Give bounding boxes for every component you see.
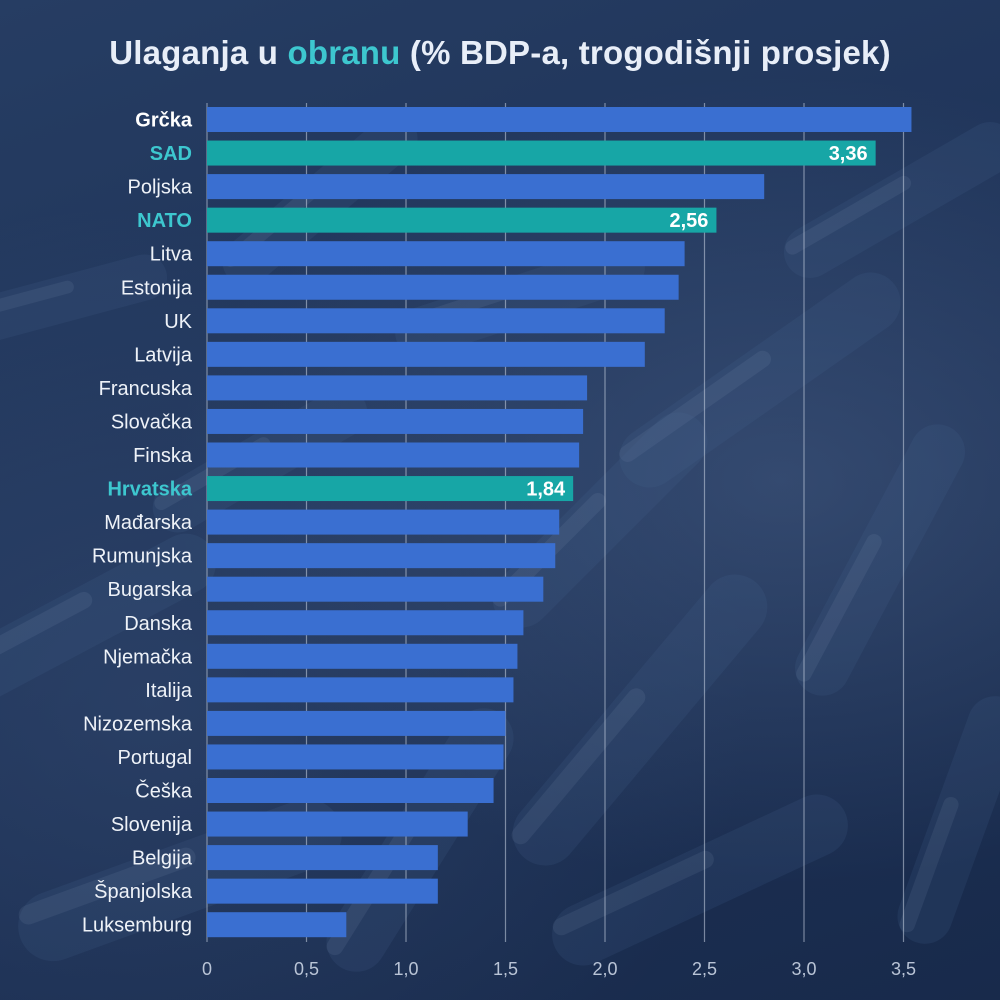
bar (207, 107, 912, 132)
bar (207, 710, 506, 736)
category-label: Francuska (99, 378, 193, 400)
x-tick-label: 1,0 (393, 959, 418, 979)
bar (207, 811, 468, 837)
bar (207, 643, 518, 669)
category-label: SAD (150, 143, 192, 165)
bar (207, 576, 544, 602)
bar (207, 308, 665, 334)
casing-shape (0, 254, 168, 346)
category-label: Danska (124, 613, 193, 635)
x-tick-label: 1,5 (493, 959, 518, 979)
category-label: Slovačka (111, 411, 193, 433)
category-label: Litva (150, 244, 193, 266)
casing-shape (897, 696, 1000, 944)
category-label: UK (164, 311, 192, 333)
x-tick-label: 0 (202, 959, 212, 979)
bar (207, 408, 584, 434)
data-label: 1,84 (526, 479, 566, 501)
bar (207, 878, 438, 904)
category-label: Rumunjska (92, 546, 193, 568)
category-label: Hrvatska (107, 479, 192, 501)
bar (207, 845, 438, 871)
category-label: Poljska (128, 177, 193, 199)
casing-shape (552, 794, 848, 966)
chart-title: Ulaganja u obranu (% BDP-a, trogodišnji … (0, 34, 1000, 72)
bar (207, 274, 679, 300)
casing-shape (783, 122, 1000, 278)
bar (207, 341, 645, 367)
bar (207, 543, 556, 569)
bar (207, 610, 524, 636)
data-label: 2,56 (670, 210, 709, 232)
bar (207, 509, 560, 535)
category-label: Bugarska (108, 579, 193, 601)
bar (207, 677, 514, 703)
x-tick-label: 3,0 (791, 959, 816, 979)
bar (207, 375, 588, 401)
bar (207, 476, 574, 502)
category-label: Španjolska (94, 880, 193, 903)
casing-shape (619, 272, 901, 488)
category-label: Grčka (135, 110, 193, 132)
category-label: Finska (133, 445, 193, 467)
category-label: Italija (145, 680, 193, 702)
title-text-end: (% BDP-a, trogodišnji prosjek) (400, 34, 891, 71)
category-label: Luksemburg (82, 915, 192, 937)
category-label: Mađarska (104, 512, 193, 534)
bar (207, 744, 504, 770)
bar (207, 241, 685, 267)
bar (207, 442, 580, 468)
category-label: Latvija (134, 344, 193, 366)
x-tick-label: 3,5 (891, 959, 916, 979)
x-tick-label: 2,0 (592, 959, 617, 979)
category-label: Nizozemska (83, 713, 193, 735)
bar (207, 207, 717, 233)
category-label: NATO (137, 210, 192, 232)
category-label: Portugal (118, 747, 193, 769)
x-tick-label: 0,5 (294, 959, 319, 979)
category-label: Belgija (132, 848, 193, 870)
category-label: Slovenija (111, 814, 193, 836)
casing-shape (511, 574, 768, 866)
bar (207, 778, 494, 803)
casing-shape (18, 798, 342, 962)
x-tick-label: 2,5 (692, 959, 717, 979)
bar (207, 140, 876, 166)
title-accent-word: obranu (287, 34, 401, 71)
category-label: Njemačka (103, 646, 193, 668)
data-label: 3,36 (829, 143, 868, 165)
category-label: Češka (135, 780, 193, 803)
category-label: Estonija (121, 277, 193, 299)
title-text-start: Ulaganja u (109, 34, 288, 71)
casing-shape (0, 533, 216, 707)
bar (207, 174, 765, 200)
bar (207, 912, 347, 938)
casing-shape (794, 424, 966, 696)
